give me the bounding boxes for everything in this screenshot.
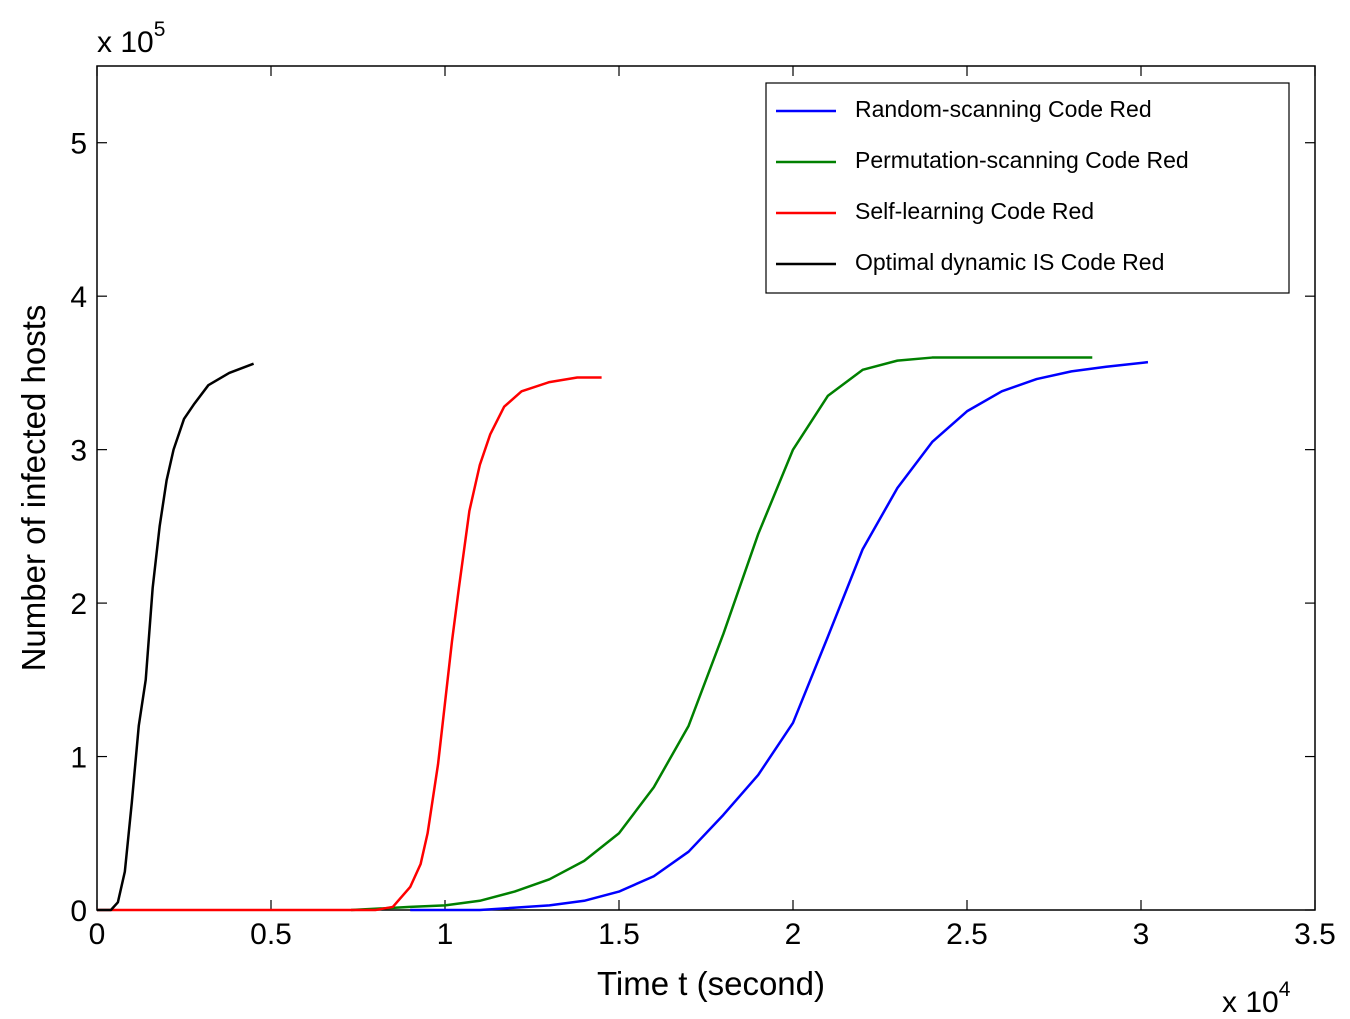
x-multiplier-base: x 10 [1222,986,1279,1019]
x-tick-label: 1 [437,918,454,951]
legend-label: Permutation-scanning Code Red [855,147,1189,173]
series-line [410,360,1149,912]
y-multiplier-exponent: 5 [154,18,166,41]
legend: Random-scanning Code Red Permutation-scan… [765,82,1290,294]
y-tick-label: 5 [70,128,87,161]
y-multiplier: x 105 [97,18,165,59]
legend-label: Optimal dynamic IS Code Red [855,249,1164,275]
y-axis-label: Number of infected hosts [15,305,52,672]
legend-label: Random-scanning Code Red [855,96,1152,122]
x-tick-label: 3 [1133,918,1150,951]
x-tick-label: 0.5 [250,918,292,951]
x-multiplier-exponent: 4 [1279,978,1291,1001]
x-tick-label: 0 [89,918,106,951]
y-tick-label: 2 [70,588,87,621]
x-tick-label: 2.5 [946,918,988,951]
y-tick-label: 0 [70,895,87,928]
x-tick-label: 1.5 [598,918,640,951]
x-tick-label: 3.5 [1294,918,1336,951]
series-line [97,362,255,912]
y-tick-label: 3 [70,435,87,468]
x-multiplier: x 104 [1222,978,1291,1019]
series-line [97,376,602,912]
legend-label: Self-learning Code Red [855,198,1094,224]
x-axis-label: Time t (second) [597,965,825,1002]
series-line [350,356,1093,912]
y-multiplier-base: x 10 [97,26,154,59]
y-tick-label: 4 [70,281,87,314]
y-tick-label: 1 [70,742,87,775]
x-tick-label: 2 [785,918,802,951]
legend-box [765,82,1290,294]
